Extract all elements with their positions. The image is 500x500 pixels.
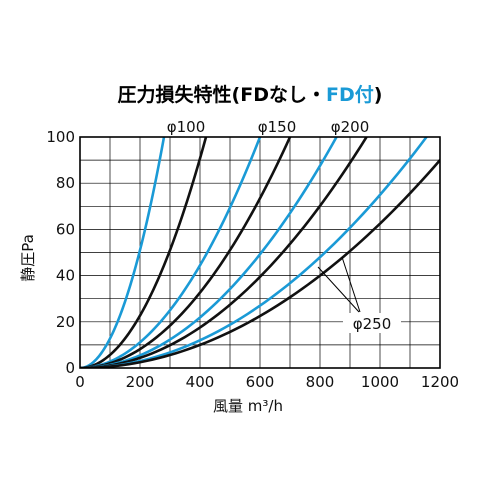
leader-line-phi250-black <box>341 256 361 313</box>
x-tick-label: 800 <box>306 373 335 391</box>
x-tick-label: 1200 <box>421 373 459 391</box>
x-tick-label: 400 <box>186 373 215 391</box>
curves <box>80 137 440 368</box>
chart-title: 圧力損失特性(FDなし・FD付) <box>118 83 383 106</box>
curve-phi200-without-fd <box>80 137 368 368</box>
curve-phi250-without-fd <box>80 158 440 368</box>
label-bg-phi100 <box>158 116 216 136</box>
y-tick-label: 40 <box>56 267 75 285</box>
series-label-phi200: φ200 <box>331 118 370 136</box>
curve-phi150-without-fd <box>80 137 292 368</box>
y-tick-label: 60 <box>56 220 75 238</box>
x-tick-label: 0 <box>75 373 85 391</box>
series-label-phi100: φ100 <box>167 118 206 136</box>
y-tick-label: 80 <box>56 174 75 192</box>
leader-line-phi250-blue <box>317 266 360 313</box>
curve-phi100-without-fd <box>80 137 208 368</box>
y-tick-label: 20 <box>56 313 75 331</box>
series-label-phi250: φ250 <box>353 315 392 333</box>
x-tick-label: 200 <box>126 373 155 391</box>
x-tick-label: 1000 <box>361 373 399 391</box>
chart-title-end: ) <box>374 84 383 106</box>
chart-title-fd: FD付 <box>326 83 374 106</box>
label-bg-phi250 <box>343 313 401 333</box>
x-axis-label: 風量 m³/h <box>213 397 283 415</box>
x-tick-label: 600 <box>246 373 275 391</box>
plot-frame <box>79 136 441 369</box>
label-bg-phi200 <box>322 116 380 136</box>
y-tick-label: 0 <box>65 359 75 377</box>
y-tick-label: 100 <box>46 128 75 146</box>
series-label-phi150: φ150 <box>258 118 297 136</box>
y-axis-label: 静圧Pa <box>19 234 37 282</box>
label-bg-phi150 <box>249 116 307 136</box>
chart-title-main: 圧力損失特性(FDなし・ <box>118 83 326 106</box>
curve-phi150-with-fd <box>80 137 262 368</box>
x-tick-labels: 0 200 400 600 800 1000 1200 <box>75 373 459 391</box>
y-tick-labels: 0 20 40 60 80 100 <box>46 128 75 377</box>
curve-phi100-with-fd <box>80 137 166 368</box>
